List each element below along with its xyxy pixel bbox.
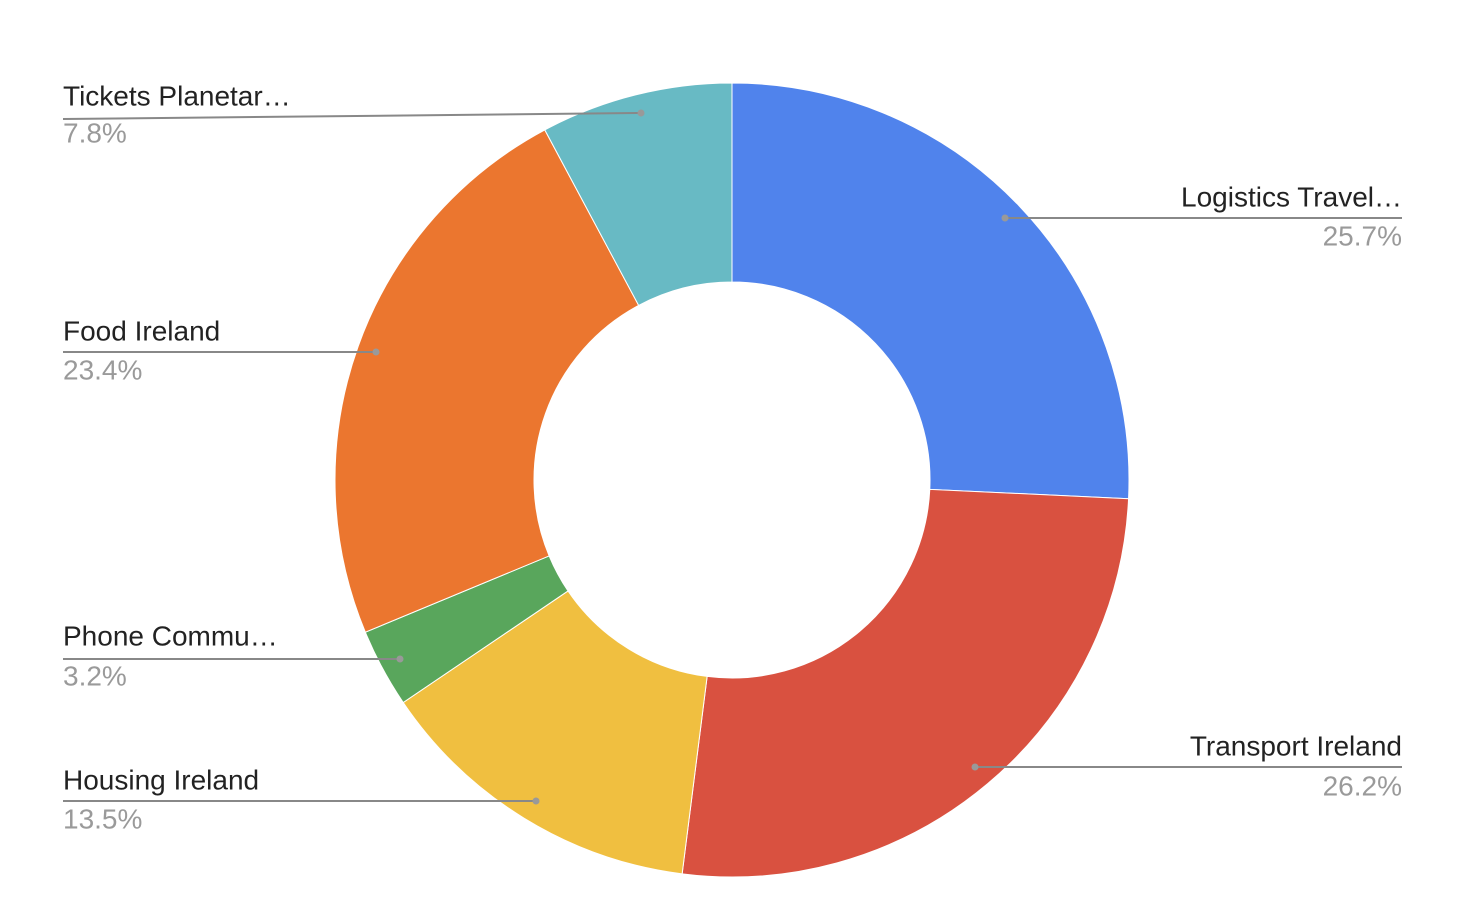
leader-dot	[637, 109, 645, 117]
slice-value-label: 3.2%	[63, 660, 127, 691]
slice-label: Transport Ireland	[1190, 730, 1402, 761]
leader-dot	[396, 655, 404, 663]
slice-label: Food Ireland	[63, 315, 220, 346]
donut-slice	[681, 488, 1130, 878]
donut-slice	[402, 590, 708, 875]
slice-label: Housing Ireland	[63, 764, 259, 795]
slice-label: Tickets Planetar…	[63, 80, 291, 111]
leader-dot	[532, 797, 540, 805]
slice-value-label: 25.7%	[1323, 220, 1402, 251]
slice-value-label: 7.8%	[63, 117, 127, 148]
slice-value-label: 23.4%	[63, 354, 142, 385]
leader-line	[62, 112, 642, 120]
slice-label: Phone Commu…	[63, 620, 278, 651]
leader-dot	[971, 763, 979, 771]
slice-label: Logistics Travel…	[1181, 181, 1402, 212]
slice-value-label: 13.5%	[63, 803, 142, 834]
donut-slice	[334, 129, 640, 633]
leader-dot	[372, 348, 380, 356]
slice-value-label: 26.2%	[1323, 770, 1402, 801]
leader-dot	[1001, 214, 1009, 222]
donut-slice	[731, 82, 1130, 500]
donut-slice	[544, 82, 733, 307]
